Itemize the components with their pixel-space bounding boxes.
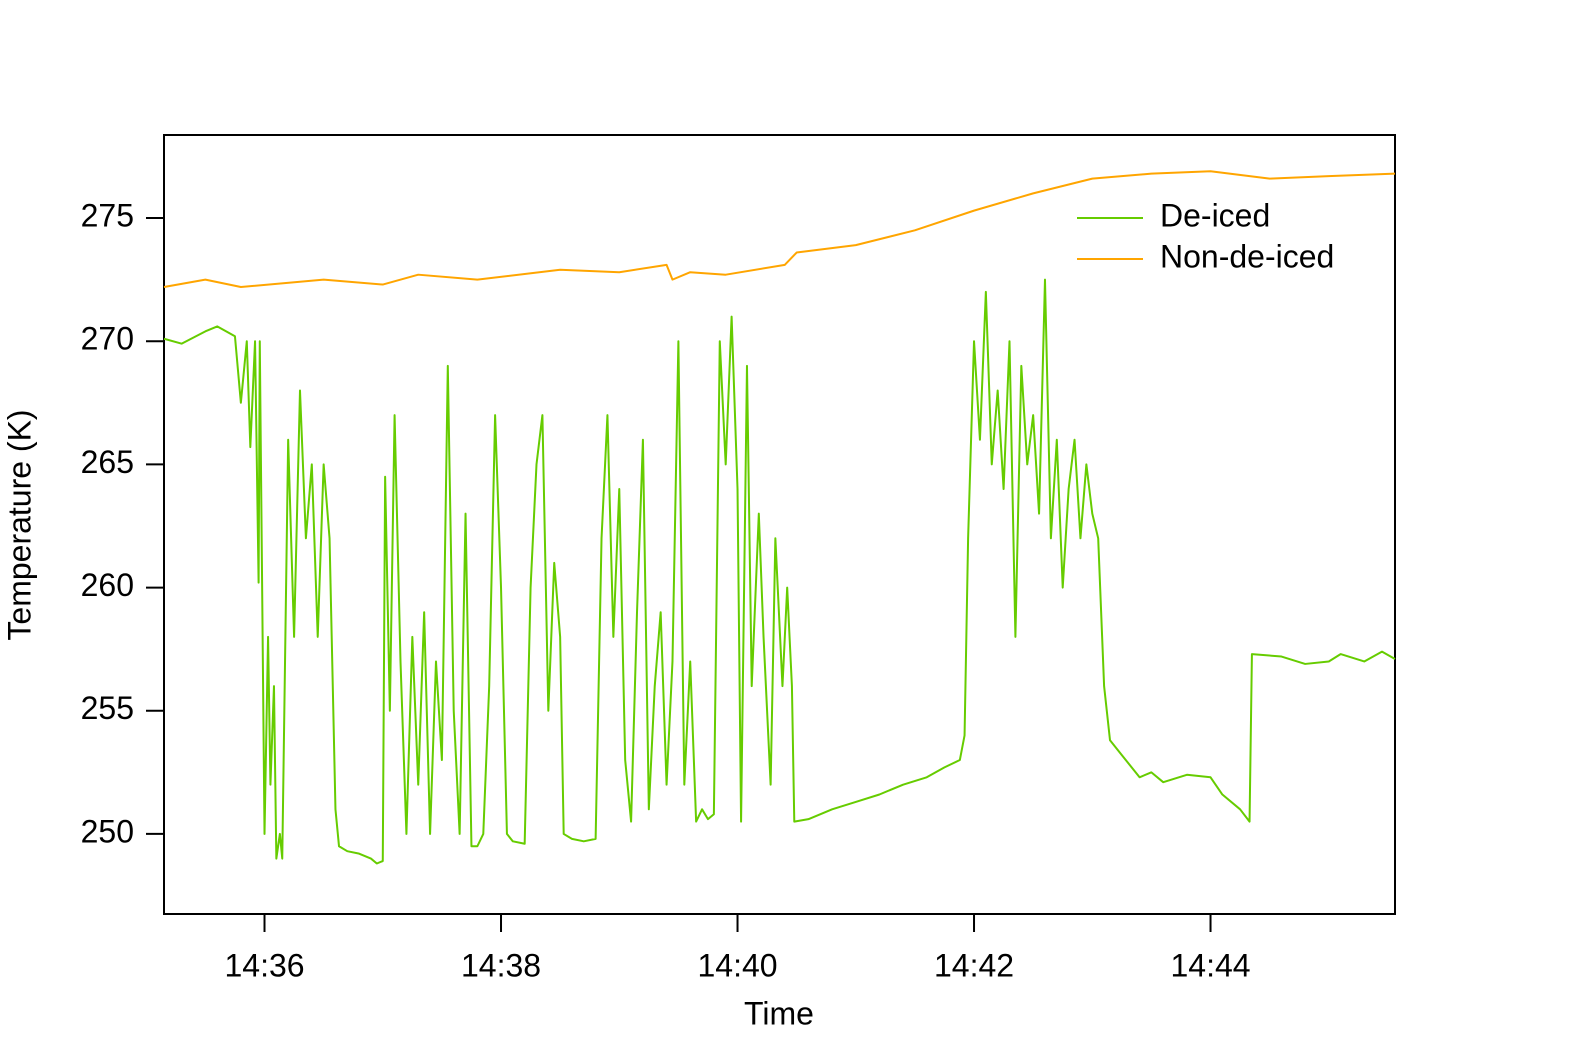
data-line <box>163 278 1396 865</box>
x-axis-label: Time <box>744 995 814 1031</box>
y-tick-label: 265 <box>81 444 134 480</box>
legend-label: De-iced <box>1160 197 1270 233</box>
y-tick-label: 270 <box>81 321 134 357</box>
x-tick-label: 14:44 <box>1170 947 1250 983</box>
y-axis-label: Temperature (K) <box>1 409 37 640</box>
x-tick-label: 14:42 <box>934 947 1014 983</box>
y-tick-label: 260 <box>81 567 134 603</box>
x-tick-label: 14:40 <box>697 947 777 983</box>
y-tick-label: 255 <box>81 690 134 726</box>
y-tick-label: 275 <box>81 197 134 233</box>
data-line <box>163 170 1396 289</box>
x-tick-label: 14:36 <box>224 947 304 983</box>
x-tick-label: 14:38 <box>461 947 541 983</box>
plot-frame <box>163 134 1396 915</box>
y-tick-label: 250 <box>81 813 134 849</box>
legend-label: Non-de-iced <box>1160 238 1334 274</box>
